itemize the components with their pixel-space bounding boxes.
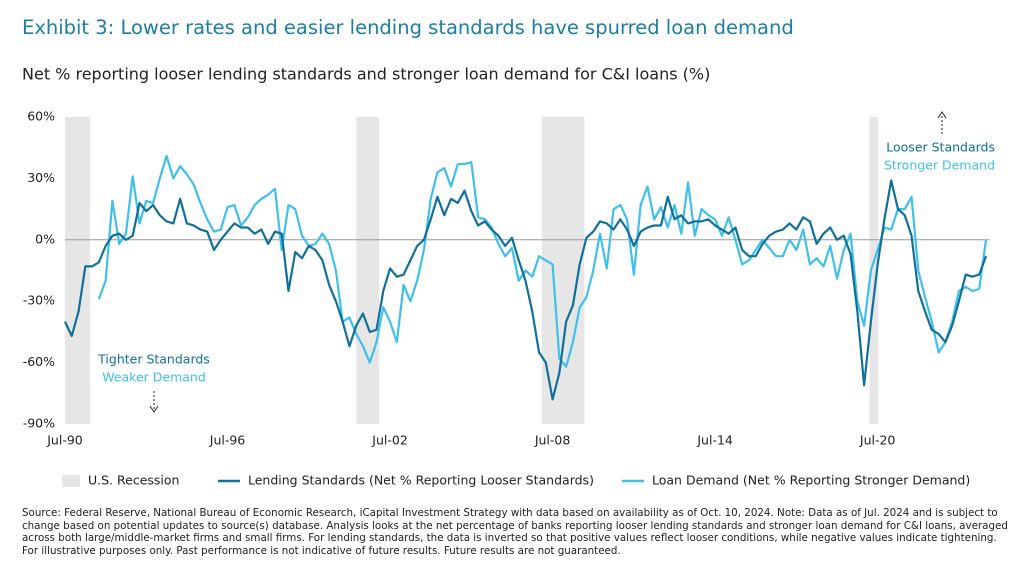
x-tick-label: Jul-14 [696,433,733,448]
recession-band [541,117,585,424]
x-tick-label: Jul-02 [371,433,408,448]
x-tick-label: Jul-20 [859,433,896,448]
legend-label: Lending Standards (Net % Reporting Loose… [248,473,594,488]
exhibit-title: Exhibit 3: Lower rates and easier lendin… [22,16,794,39]
chart-subtitle: Net % reporting looser lending standards… [22,65,710,84]
recession-band [869,117,879,424]
arrow-head [149,405,159,413]
x-tick-label: Jul-96 [209,433,246,448]
annotation: Looser Standards [886,140,995,155]
annotation: Weaker Demand [102,370,206,385]
legend-label: Loan Demand (Net % Reporting Stronger De… [652,473,970,488]
x-tick-label: Jul-90 [46,433,83,448]
series-line [64,179,988,401]
x-tick-label: Jul-08 [534,433,571,448]
legend-label: U.S. Recession [88,473,179,488]
recession-band [356,117,380,424]
y-tick-label: 0% [35,231,55,246]
arrow-head [937,111,947,119]
recession-band [65,117,91,424]
y-tick-label: 30% [27,170,55,185]
y-tick-label: -30% [23,293,55,308]
y-tick-label: 60% [27,109,55,124]
y-tick-label: -90% [23,416,55,431]
annotation: Tighter Standards [97,352,210,367]
chart: Net % reporting looser lending standards… [22,65,995,488]
annotation: Stronger Demand [884,158,995,173]
source-note: Source: Federal Reserve, National Bureau… [22,507,1008,557]
legend-swatch [62,475,80,487]
recession-layer [65,117,879,424]
series-line [97,154,988,368]
y-tick-label: -60% [23,354,55,369]
